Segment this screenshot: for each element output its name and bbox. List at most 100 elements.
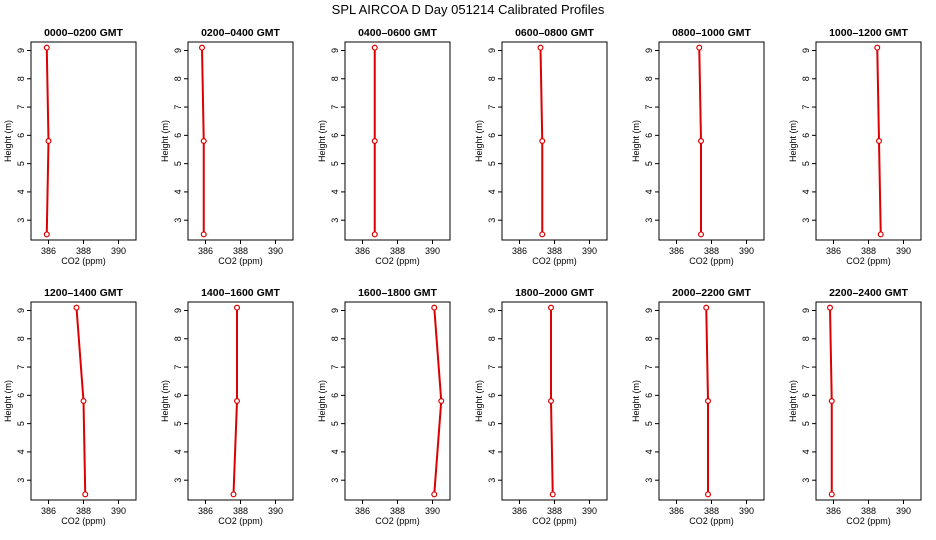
data-point xyxy=(877,231,884,238)
data-point xyxy=(704,398,711,405)
data-point xyxy=(696,44,703,51)
y-axis-label: Height (m) xyxy=(788,380,798,422)
data-point xyxy=(371,231,378,238)
x-tick-label: 388 xyxy=(547,246,562,256)
y-tick-label: 6 xyxy=(801,393,811,398)
panel-title: 1800–2000 GMT xyxy=(515,287,594,299)
plot-frame xyxy=(344,301,451,501)
y-tick-label: 9 xyxy=(487,48,497,53)
x-tick-label: 386 xyxy=(669,506,684,516)
x-axis-label: CO2 (ppm) xyxy=(61,256,106,266)
y-axis-label: Height (m) xyxy=(474,380,484,422)
x-tick-label: 386 xyxy=(355,246,370,256)
profile-panel: 0800–1000 GMT 386 388 390 3 4 5 6 7 8 9 CO2 (ppm) He… xyxy=(631,27,765,266)
y-tick-label: 9 xyxy=(487,308,497,313)
y-tick-label: 4 xyxy=(16,449,26,454)
y-tick-label: 3 xyxy=(801,478,811,483)
y-tick-label: 3 xyxy=(330,478,340,483)
panel-title: 2200–2400 GMT xyxy=(829,287,908,299)
y-axis-label: Height (m) xyxy=(3,120,13,162)
data-point xyxy=(826,304,833,311)
panel-title: 0800–1000 GMT xyxy=(672,27,751,39)
y-tick-label: 4 xyxy=(173,449,183,454)
y-tick-label: 8 xyxy=(487,76,497,81)
data-point xyxy=(537,44,544,51)
data-point xyxy=(704,491,711,498)
x-axis-label: CO2 (ppm) xyxy=(375,516,420,526)
y-tick-label: 9 xyxy=(16,308,26,313)
y-tick-label: 6 xyxy=(644,393,654,398)
y-tick-label: 5 xyxy=(487,161,497,166)
y-tick-label: 8 xyxy=(16,336,26,341)
data-point xyxy=(547,304,554,311)
y-tick-label: 7 xyxy=(801,105,811,110)
plot-frame xyxy=(344,41,451,241)
panel-title: 0200–0400 GMT xyxy=(201,27,280,39)
y-axis-label: Height (m) xyxy=(160,380,170,422)
y-tick-label: 7 xyxy=(801,365,811,370)
profile-panel: 2000–2200 GMT 386 388 390 3 4 5 6 7 8 9 CO2 (ppm) He… xyxy=(631,287,765,526)
y-tick-label: 7 xyxy=(173,365,183,370)
y-tick-label: 7 xyxy=(487,105,497,110)
x-tick-label: 390 xyxy=(896,246,911,256)
panel-title: 1400–1600 GMT xyxy=(201,287,280,299)
y-tick-label: 5 xyxy=(16,161,26,166)
y-tick-label: 9 xyxy=(173,48,183,53)
panel-title: 0000–0200 GMT xyxy=(44,27,123,39)
y-tick-label: 4 xyxy=(330,189,340,194)
y-tick-label: 7 xyxy=(644,105,654,110)
x-tick-label: 390 xyxy=(111,506,126,516)
data-point xyxy=(539,138,546,145)
data-point xyxy=(371,138,378,145)
y-tick-label: 7 xyxy=(16,365,26,370)
y-tick-label: 9 xyxy=(801,308,811,313)
data-point xyxy=(82,491,89,498)
y-tick-label: 3 xyxy=(173,478,183,483)
x-tick-label: 386 xyxy=(41,506,56,516)
y-tick-label: 3 xyxy=(173,218,183,223)
y-tick-label: 8 xyxy=(173,76,183,81)
x-tick-label: 390 xyxy=(582,506,597,516)
y-tick-label: 5 xyxy=(801,161,811,166)
profile-panel: 1600–1800 GMT 386 388 390 3 4 5 6 7 8 9 CO2 (ppm) He… xyxy=(317,287,451,526)
x-axis-label: CO2 (ppm) xyxy=(532,256,577,266)
y-tick-label: 5 xyxy=(330,161,340,166)
y-tick-label: 6 xyxy=(487,133,497,138)
y-tick-label: 7 xyxy=(644,365,654,370)
x-tick-label: 390 xyxy=(425,246,440,256)
data-point xyxy=(549,491,556,498)
profile-panel: 1800–2000 GMT 386 388 390 3 4 5 6 7 8 9 CO2 (ppm) He… xyxy=(474,287,608,526)
x-tick-label: 390 xyxy=(739,246,754,256)
panel-title: 1000–1200 GMT xyxy=(829,27,908,39)
plot-frame xyxy=(658,41,765,241)
y-tick-label: 5 xyxy=(173,421,183,426)
y-tick-label: 4 xyxy=(801,189,811,194)
data-point xyxy=(547,398,554,405)
x-tick-label: 390 xyxy=(425,506,440,516)
y-tick-label: 4 xyxy=(801,449,811,454)
y-tick-label: 9 xyxy=(173,308,183,313)
y-tick-label: 3 xyxy=(644,218,654,223)
x-tick-label: 390 xyxy=(582,246,597,256)
x-tick-label: 386 xyxy=(41,246,56,256)
plot-frame xyxy=(658,301,765,501)
y-axis-label: Height (m) xyxy=(788,120,798,162)
y-tick-label: 8 xyxy=(16,76,26,81)
y-axis-label: Height (m) xyxy=(474,120,484,162)
x-axis-label: CO2 (ppm) xyxy=(846,256,891,266)
x-axis-label: CO2 (ppm) xyxy=(689,516,734,526)
y-axis-label: Height (m) xyxy=(317,120,327,162)
y-tick-label: 6 xyxy=(173,133,183,138)
x-tick-label: 386 xyxy=(512,246,527,256)
y-tick-label: 6 xyxy=(173,393,183,398)
x-axis-label: CO2 (ppm) xyxy=(532,516,577,526)
y-tick-label: 4 xyxy=(330,449,340,454)
y-tick-label: 8 xyxy=(801,76,811,81)
data-point xyxy=(234,304,241,311)
y-tick-label: 4 xyxy=(644,189,654,194)
x-tick-label: 386 xyxy=(669,246,684,256)
x-tick-label: 390 xyxy=(268,506,283,516)
x-tick-label: 390 xyxy=(896,506,911,516)
